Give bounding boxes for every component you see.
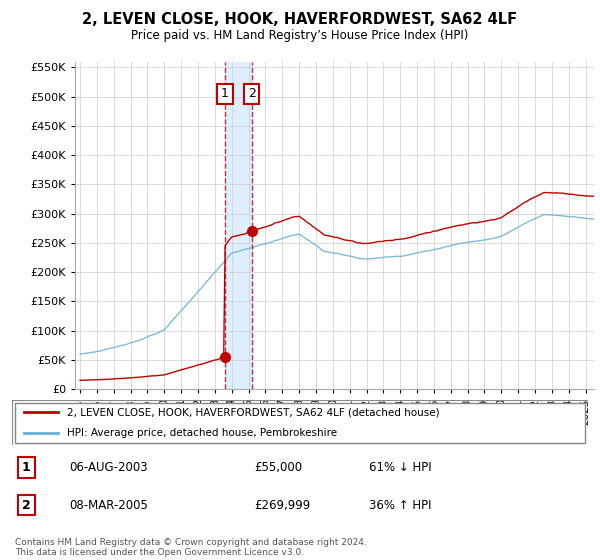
Bar bbox=[225, 62, 251, 389]
Text: 2, LEVEN CLOSE, HOOK, HAVERFORDWEST, SA62 4LF: 2, LEVEN CLOSE, HOOK, HAVERFORDWEST, SA6… bbox=[82, 12, 518, 27]
Text: 1: 1 bbox=[221, 87, 229, 100]
Text: 36% ↑ HPI: 36% ↑ HPI bbox=[369, 499, 431, 512]
Text: 08-MAR-2005: 08-MAR-2005 bbox=[70, 499, 148, 512]
Text: Contains HM Land Registry data © Crown copyright and database right 2024.
This d: Contains HM Land Registry data © Crown c… bbox=[15, 538, 367, 557]
Text: HPI: Average price, detached house, Pembrokeshire: HPI: Average price, detached house, Pemb… bbox=[67, 428, 337, 438]
Text: Price paid vs. HM Land Registry’s House Price Index (HPI): Price paid vs. HM Land Registry’s House … bbox=[131, 29, 469, 42]
Text: 2: 2 bbox=[22, 499, 31, 512]
Text: £55,000: £55,000 bbox=[254, 461, 302, 474]
Text: 61% ↓ HPI: 61% ↓ HPI bbox=[369, 461, 432, 474]
Text: 2: 2 bbox=[248, 87, 256, 100]
Text: 1: 1 bbox=[22, 461, 31, 474]
Text: 2, LEVEN CLOSE, HOOK, HAVERFORDWEST, SA62 4LF (detached house): 2, LEVEN CLOSE, HOOK, HAVERFORDWEST, SA6… bbox=[67, 408, 439, 418]
Text: 06-AUG-2003: 06-AUG-2003 bbox=[70, 461, 148, 474]
Text: £269,999: £269,999 bbox=[254, 499, 310, 512]
FancyBboxPatch shape bbox=[15, 403, 585, 443]
